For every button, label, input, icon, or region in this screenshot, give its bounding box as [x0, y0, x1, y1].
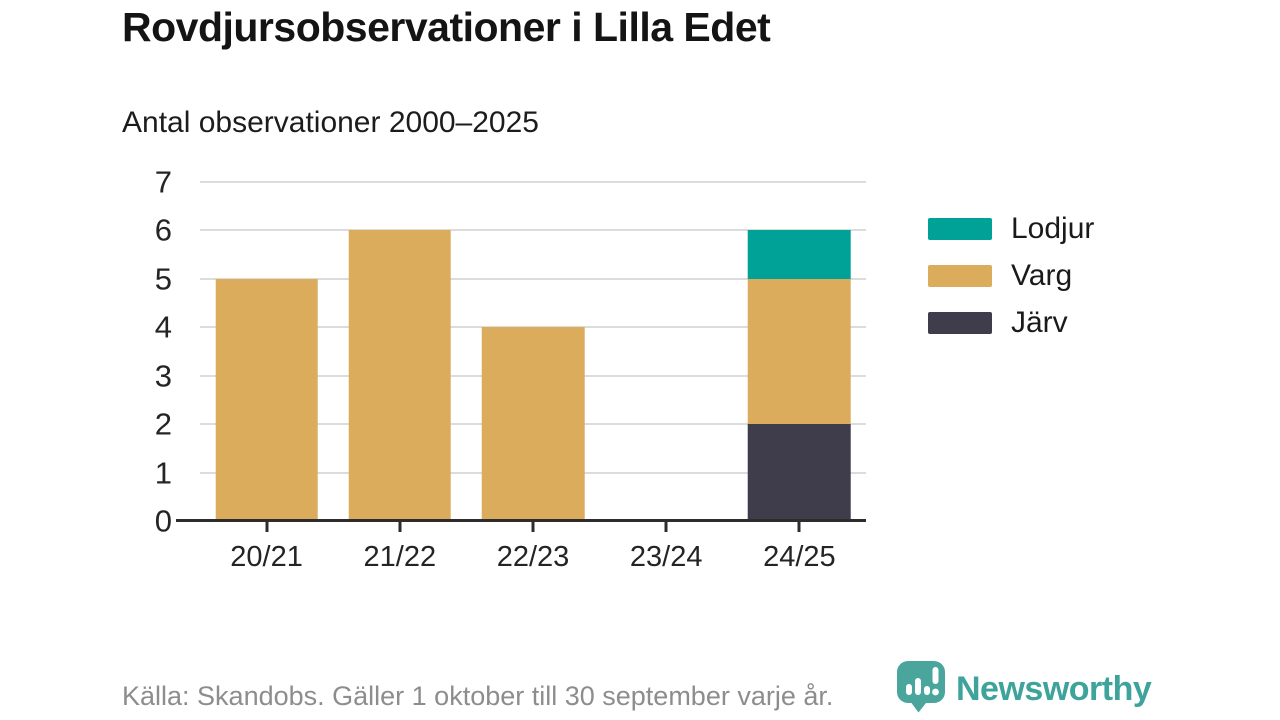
y-tick-label: 2 — [154, 406, 172, 442]
brand-wordmark: Newsworthy — [956, 670, 1152, 708]
legend-swatch — [928, 218, 992, 240]
legend-label: Varg — [1011, 259, 1073, 292]
bar-23/24 — [615, 182, 718, 521]
chart-subtitle: Antal observationer 2000–2025 — [122, 106, 539, 139]
category-slot-20/21: 20/21 — [200, 182, 333, 573]
bar-segment-lodjur — [748, 230, 851, 279]
x-tick-label: 24/25 — [763, 541, 836, 573]
x-tick-label: 21/22 — [363, 541, 437, 573]
legend-swatch — [928, 312, 992, 334]
x-tick — [398, 521, 402, 532]
category-slot-21/22: 21/22 — [333, 182, 466, 573]
x-tick-label: 20/21 — [230, 541, 303, 573]
bar-segment-järv — [748, 424, 851, 521]
page-title: Rovdjursobservationer i Lilla Edet — [122, 4, 771, 50]
y-tick-label: 5 — [154, 261, 172, 297]
y-tick-label: 1 — [154, 455, 172, 491]
bar-22/23 — [481, 182, 585, 521]
y-tick-label: 6 — [154, 212, 172, 248]
x-tick — [664, 521, 668, 532]
legend-swatch — [928, 265, 992, 287]
gridline — [200, 181, 866, 183]
x-tick — [531, 521, 535, 532]
bar-21/22 — [348, 182, 452, 521]
legend-item-lodjur: Lodjur — [928, 212, 1095, 245]
bar-segment-varg — [348, 230, 452, 521]
category-slot-24/25: 24/25 — [733, 182, 866, 573]
legend-item-järv: Järv — [928, 306, 1094, 339]
y-tick-label: 3 — [154, 358, 172, 394]
bar-segment-varg — [481, 327, 585, 521]
gridline — [200, 229, 866, 232]
x-tick — [797, 521, 801, 532]
x-tick — [265, 521, 269, 532]
category-slot-23/24: 23/24 — [600, 182, 733, 573]
y-axis: 0 1 2 3 4 5 6 7 — [100, 167, 172, 537]
brand-logo: Newsworthy — [895, 659, 1152, 720]
source-note: Källa: Skandobs. Gäller 1 oktober till 3… — [122, 681, 834, 711]
bar-24/25 — [748, 182, 851, 521]
legend: Lodjur Varg Järv — [928, 212, 1095, 339]
gridline — [200, 277, 866, 280]
bar-slots: 20/21 21/22 22/23 23/24 24/25 — [200, 182, 866, 573]
bar-segment-varg — [215, 278, 318, 521]
bar-segment-varg — [748, 278, 851, 425]
x-tick-label: 23/24 — [629, 541, 703, 573]
legend-item-varg: Varg — [928, 259, 1094, 292]
x-axis-line — [176, 519, 866, 522]
y-tick-label: 7 — [154, 164, 172, 200]
x-tick-label: 22/23 — [496, 541, 570, 573]
category-slot-22/23: 22/23 — [466, 182, 599, 573]
newsworthy-bubble-icon — [895, 659, 947, 720]
plot-area: 20/21 21/22 22/23 23/24 24/25 — [176, 181, 866, 573]
y-tick-label: 4 — [154, 309, 172, 345]
legend-label: Järv — [1011, 306, 1068, 339]
bar-20/21 — [215, 182, 318, 521]
legend-label: Lodjur — [1011, 212, 1095, 245]
y-tick-label: 0 — [154, 503, 172, 539]
